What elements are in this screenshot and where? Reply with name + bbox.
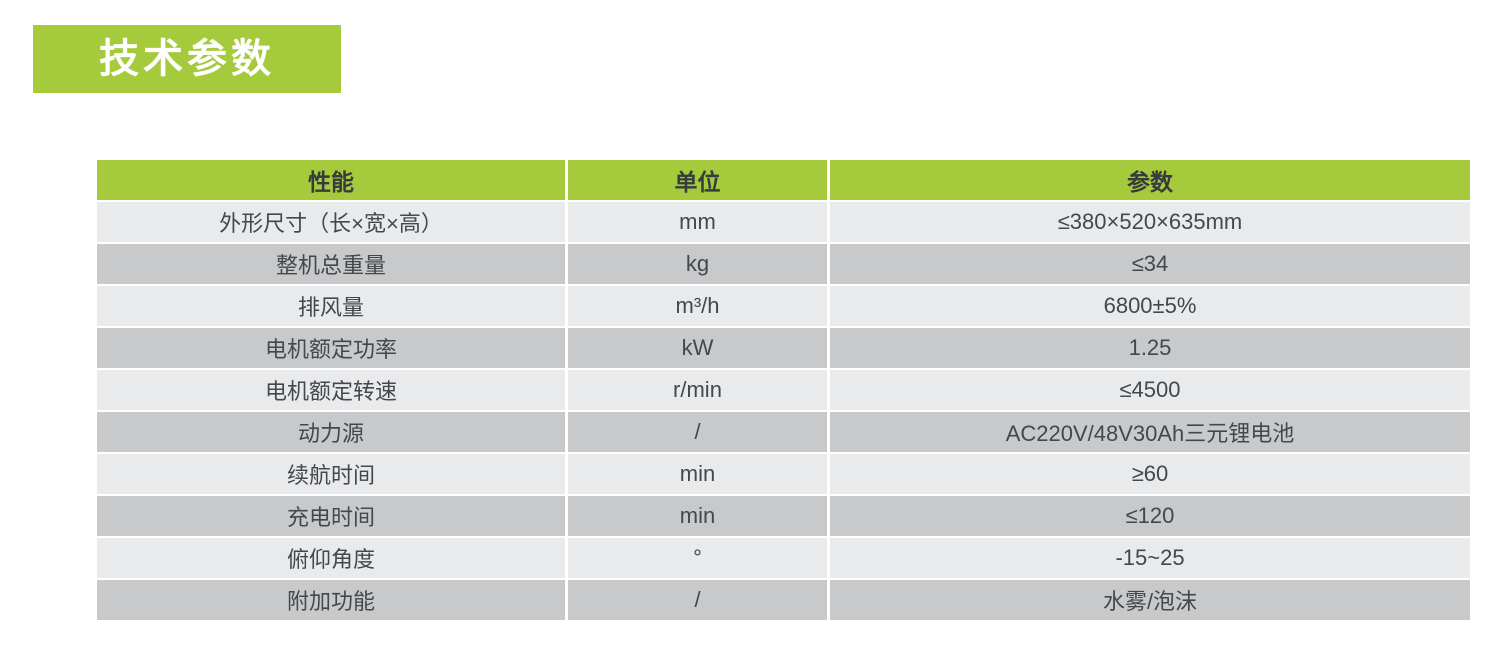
table-row: 外形尺寸（长×宽×高） mm ≤380×520×635mm — [97, 202, 1470, 242]
unit-cell: / — [568, 580, 827, 620]
table-row: 整机总重量 kg ≤34 — [97, 244, 1470, 284]
value-cell: ≤120 — [830, 496, 1470, 536]
value-cell: 6800±5% — [830, 286, 1470, 326]
property-cell: 电机额定功率 — [97, 328, 565, 368]
section-title: 技术参数 — [99, 37, 275, 81]
property-cell: 充电时间 — [97, 496, 565, 536]
table-body: 外形尺寸（长×宽×高） mm ≤380×520×635mm 整机总重量 kg ≤… — [97, 202, 1470, 620]
property-cell: 整机总重量 — [97, 244, 565, 284]
property-cell: 排风量 — [97, 286, 565, 326]
unit-cell: r/min — [568, 370, 827, 410]
property-cell: 附加功能 — [97, 580, 565, 620]
value-cell: 1.25 — [830, 328, 1470, 368]
value-cell: 水雾/泡沫 — [830, 580, 1470, 620]
table-row: 排风量 m³/h 6800±5% — [97, 286, 1470, 326]
unit-cell: min — [568, 496, 827, 536]
table-row: 充电时间 min ≤120 — [97, 496, 1470, 536]
value-cell: AC220V/48V30Ah三元锂电池 — [830, 412, 1470, 452]
table-row: 动力源 / AC220V/48V30Ah三元锂电池 — [97, 412, 1470, 452]
column-header-unit: 单位 — [568, 160, 827, 200]
table-row: 电机额定功率 kW 1.25 — [97, 328, 1470, 368]
unit-cell: kW — [568, 328, 827, 368]
column-header-performance: 性能 — [97, 160, 565, 200]
value-cell: ≤4500 — [830, 370, 1470, 410]
table-row: 附加功能 / 水雾/泡沫 — [97, 580, 1470, 620]
table-header-row: 性能 单位 参数 — [97, 160, 1470, 200]
unit-cell: min — [568, 454, 827, 494]
value-cell: ≤34 — [830, 244, 1470, 284]
column-header-parameter: 参数 — [830, 160, 1470, 200]
property-cell: 俯仰角度 — [97, 538, 565, 578]
property-cell: 电机额定转速 — [97, 370, 565, 410]
unit-cell: mm — [568, 202, 827, 242]
table-row: 续航时间 min ≥60 — [97, 454, 1470, 494]
spec-table: 性能 单位 参数 外形尺寸（长×宽×高） mm ≤380×520×635mm 整… — [97, 160, 1470, 622]
property-cell: 动力源 — [97, 412, 565, 452]
unit-cell: kg — [568, 244, 827, 284]
value-cell: ≥60 — [830, 454, 1470, 494]
unit-cell: m³/h — [568, 286, 827, 326]
table-row: 电机额定转速 r/min ≤4500 — [97, 370, 1470, 410]
section-title-banner: 技术参数 — [33, 25, 341, 93]
property-cell: 续航时间 — [97, 454, 565, 494]
property-cell: 外形尺寸（长×宽×高） — [97, 202, 565, 242]
unit-cell: ° — [568, 538, 827, 578]
value-cell: -15~25 — [830, 538, 1470, 578]
table-row: 俯仰角度 ° -15~25 — [97, 538, 1470, 578]
value-cell: ≤380×520×635mm — [830, 202, 1470, 242]
unit-cell: / — [568, 412, 827, 452]
